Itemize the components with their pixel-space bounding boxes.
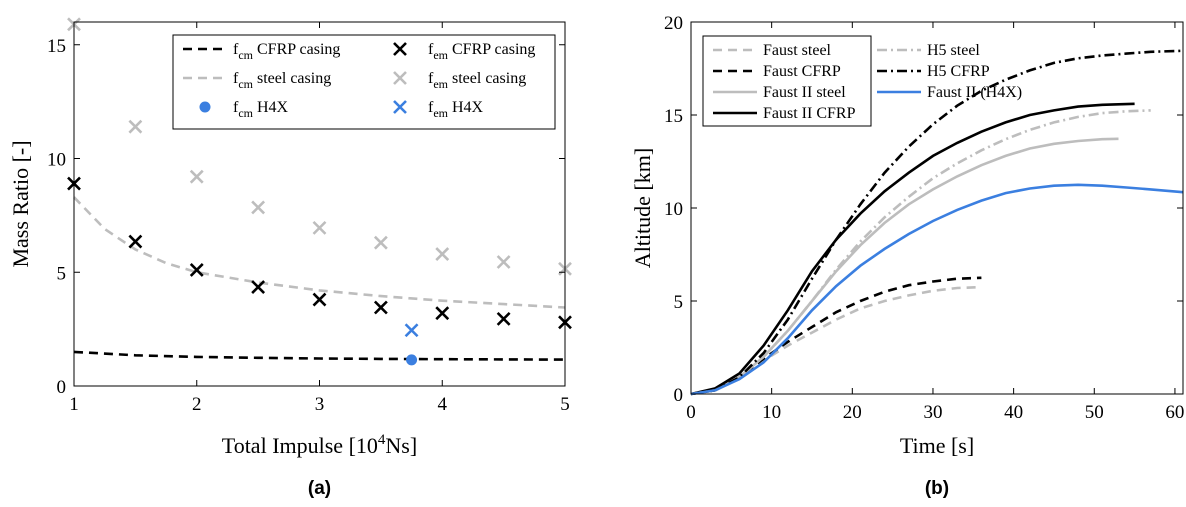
- legend-item: H5 steel: [877, 42, 980, 59]
- legend-item: fcm steel casing: [183, 70, 331, 91]
- y-axis-label: Mass Ratio [-]: [8, 140, 33, 267]
- series-f-em-cfrp-casing-point: [373, 300, 388, 315]
- x-tick-label: 20: [843, 402, 862, 423]
- series-f-em-h4x-point: [404, 323, 419, 338]
- legend-label: fcm CFRP casing: [233, 41, 340, 62]
- legend-label: Faust CFRP: [763, 63, 841, 80]
- legend-swatch: [393, 71, 407, 85]
- y-tick-label: 5: [57, 263, 67, 284]
- series-f-em-steel-casing-point: [251, 200, 266, 215]
- legend-swatch: [393, 42, 407, 56]
- panel-label: (a): [308, 478, 331, 499]
- series-f-cm-h4x-point: [406, 354, 418, 366]
- series-faust-ii-cfrp-line: [690, 102, 1135, 396]
- series-f-em-cfrp-casing-point: [312, 292, 327, 307]
- series-f-em-steel-casing-point: [128, 119, 143, 134]
- legend-item: Faust II steel: [713, 84, 846, 101]
- x-tick-label: 30: [923, 402, 942, 423]
- x-tick-label: 4: [438, 394, 448, 415]
- series-f-em-cfrp-casing-point: [496, 311, 511, 326]
- legend: Faust steel Faust CFRP Faust II steel Faust…: [702, 35, 1022, 127]
- x-axis-label: Total Impulse [104Ns]: [222, 432, 417, 458]
- x-tick-label: 0: [686, 402, 696, 423]
- legend-label: fem H4X: [428, 99, 484, 120]
- legend-item: fcm CFRP casing: [183, 41, 340, 62]
- legend-item: Faust II (H4X): [877, 84, 1022, 101]
- legend-item: fem steel casing: [393, 70, 526, 91]
- legend-item: Faust steel: [713, 42, 832, 59]
- series-f-em-steel-casing-point: [189, 169, 204, 184]
- legend-label: Faust II CFRP: [763, 105, 856, 122]
- legend-swatch: [393, 100, 407, 114]
- y-tick-label: 20: [664, 13, 683, 34]
- y-tick-label: 15: [664, 106, 683, 127]
- legend-label: Faust steel: [763, 42, 832, 59]
- legend-label: fem steel casing: [428, 70, 526, 91]
- y-tick-label: 0: [674, 385, 684, 406]
- series-f-em-steel-casing-point: [435, 247, 450, 261]
- legend-item: fem CFRP casing: [393, 41, 535, 62]
- legend-item: Faust CFRP: [713, 63, 841, 80]
- y-tick-label: 10: [47, 150, 66, 171]
- series-f-em-steel-casing-point: [312, 220, 327, 235]
- legend-label: Faust II steel: [763, 84, 846, 101]
- x-tick-label: 3: [315, 394, 325, 415]
- series-f-cm-cfrp-casing-line: [73, 350, 566, 361]
- series-f-em-cfrp-casing-point: [251, 280, 266, 294]
- legend-box: [172, 34, 556, 130]
- x-tick-label: 50: [1085, 402, 1104, 423]
- x-tick-label: 10: [762, 402, 781, 423]
- legend-label: fem CFRP casing: [428, 41, 535, 62]
- legend-label: fcm H4X: [233, 99, 289, 120]
- series-faust-ii-h4x--line: [690, 183, 1184, 396]
- series-f-em-cfrp-casing-point: [128, 234, 143, 249]
- series-h5-steel-line: [690, 109, 1151, 396]
- chart-a: 1 2 3 4 5 0 5 10 15 Total Impulse [104Ns] Mass Rat…: [8, 17, 572, 499]
- legend-label: Faust II (H4X): [927, 84, 1022, 101]
- legend-item: fcm H4X: [199, 99, 289, 120]
- legend-item: Faust II CFRP: [713, 105, 856, 122]
- chart-b: 0 10 20 30 40 50 60 0 5 10 15 20 Time [s] Altitude [k…: [630, 13, 1184, 499]
- series-f-em-cfrp-casing-point: [189, 263, 204, 277]
- x-tick-label: 5: [560, 394, 570, 415]
- legend-item: H5 CFRP: [877, 63, 990, 80]
- legend-item: fem H4X: [393, 99, 484, 120]
- y-tick-label: 15: [47, 36, 66, 57]
- series-f-cm-steel-casing-line: [73, 196, 566, 309]
- x-tick-label: 1: [69, 394, 79, 415]
- series-f-em-steel-casing-point: [496, 255, 511, 269]
- x-axis-label: Time [s]: [900, 433, 974, 458]
- legend: fcm CFRP casing fcm steel casing fcm H4X fe…: [172, 34, 556, 130]
- legend-label: H5 steel: [927, 42, 980, 59]
- series-f-em-cfrp-casing-point: [435, 306, 450, 321]
- x-tick-label: 40: [1004, 402, 1023, 423]
- series-h5-cfrp-line: [690, 49, 1184, 396]
- legend-label: fcm steel casing: [233, 70, 331, 91]
- series-f-em-steel-casing-point: [373, 235, 388, 250]
- y-tick-label: 5: [674, 292, 684, 313]
- x-tick-label: 60: [1165, 402, 1184, 423]
- x-tick-label: 2: [192, 394, 202, 415]
- legend-label: H5 CFRP: [927, 63, 990, 80]
- legend-swatch: [199, 101, 211, 113]
- panel-label: (b): [925, 478, 949, 499]
- y-tick-label: 10: [664, 199, 683, 220]
- y-axis-label: Altitude [km]: [630, 148, 655, 268]
- y-tick-label: 0: [57, 377, 67, 398]
